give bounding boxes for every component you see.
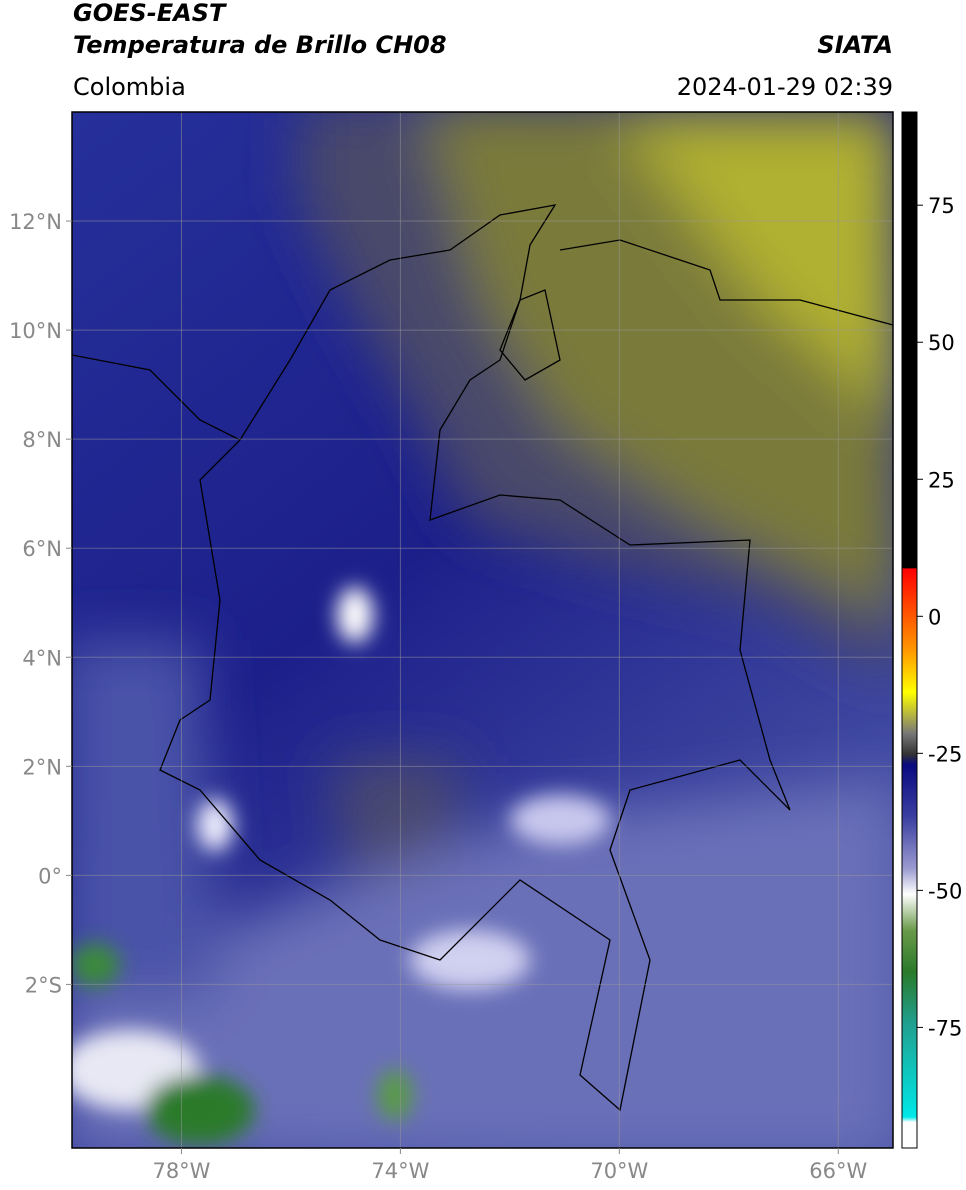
x-tick-label: 74°W — [371, 1159, 429, 1183]
subtitle: Temperatura de Brillo CH08 — [73, 31, 447, 59]
colorbar-tick-label: 50 — [928, 331, 955, 355]
x-tick-label: 70°W — [590, 1159, 648, 1183]
datetime: 2024-01-29 02:39 — [677, 73, 893, 101]
title: GOES-EAST — [73, 0, 227, 27]
x-tick-label: 78°W — [152, 1159, 210, 1183]
gridlines — [72, 112, 893, 1148]
colorbar-tick-label: 25 — [928, 468, 955, 492]
y-tick-label: 6°N — [22, 537, 62, 561]
y-tick-label: 0° — [38, 864, 62, 888]
satellite-image — [72, 112, 893, 1148]
y-tick-label: 2°N — [22, 755, 62, 779]
y-tick-label: 10°N — [9, 319, 62, 343]
colorbar — [901, 111, 918, 1149]
x-tick-label: 66°W — [809, 1159, 867, 1183]
colorbar-tick-label: -50 — [928, 879, 962, 903]
colorbar-tick-label: 0 — [928, 605, 941, 629]
colorbar-tick-label: -75 — [928, 1016, 962, 1040]
source: SIATA — [817, 31, 893, 59]
y-tick-label: 2°S — [25, 973, 62, 997]
colorbar-tick-label: 75 — [928, 194, 955, 218]
colorbar-tick-label: -25 — [928, 742, 962, 766]
y-tick-label: 4°N — [22, 646, 62, 670]
region: Colombia — [73, 73, 186, 101]
y-tick-label: 8°N — [22, 428, 62, 452]
map-frame — [71, 111, 894, 1149]
y-tick-label: 12°N — [9, 210, 62, 234]
